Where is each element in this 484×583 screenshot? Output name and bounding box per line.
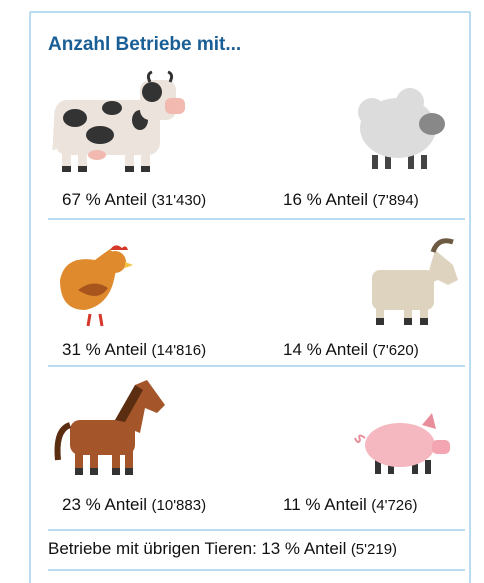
share: 11 % Anteil xyxy=(283,495,367,514)
pig-icon xyxy=(355,413,450,474)
goat-icon xyxy=(372,241,458,325)
count: (4'726) xyxy=(371,497,417,514)
share-text: 16 % Anteil (7'894) xyxy=(283,190,419,209)
chicken-icon xyxy=(60,245,133,326)
horse-icon xyxy=(58,380,166,475)
count: (5'219) xyxy=(351,541,397,558)
count: (31'430) xyxy=(152,192,207,209)
share-text: 11 % Anteil (4'726) xyxy=(283,495,417,514)
share: 23 % Anteil xyxy=(62,495,147,514)
sheep-icon xyxy=(358,88,445,169)
share-text: 14 % Anteil (7'620) xyxy=(283,340,419,359)
footer-text: Betriebe mit übrigen Tieren: 13 % Anteil… xyxy=(48,539,397,558)
share: 16 % Anteil xyxy=(283,190,368,209)
cow-icon xyxy=(54,72,185,172)
count: (14'816) xyxy=(152,342,207,359)
share-text: 67 % Anteil (31'430) xyxy=(62,190,206,209)
share: 31 % Anteil xyxy=(62,340,147,359)
infographic: Anzahl Betriebe mit... 67 % Anteil (31'4… xyxy=(0,0,484,583)
share: 14 % Anteil xyxy=(283,340,368,359)
share: 67 % Anteil xyxy=(62,190,147,209)
title: Anzahl Betriebe mit... xyxy=(48,34,241,55)
share: 13 % Anteil xyxy=(261,539,346,558)
footer-label: Betriebe mit übrigen Tieren: xyxy=(48,539,257,558)
count: (7'894) xyxy=(373,192,419,209)
count: (10'883) xyxy=(152,497,207,514)
share-text: 23 % Anteil (10'883) xyxy=(62,495,206,514)
page: Anzahl Betriebe mit... 67 % Anteil (31'4… xyxy=(0,0,484,583)
share-text: 31 % Anteil (14'816) xyxy=(62,340,206,359)
count: (7'620) xyxy=(373,342,419,359)
